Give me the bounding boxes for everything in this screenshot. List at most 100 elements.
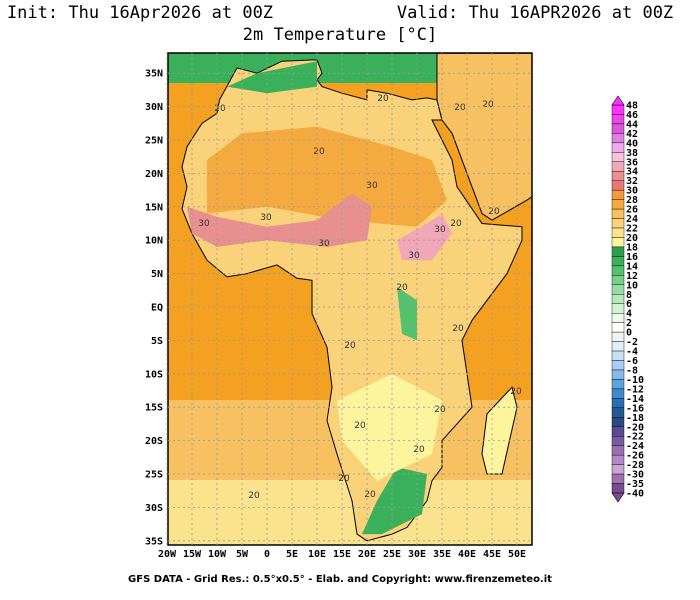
colorbar-swatch	[611, 227, 625, 238]
lat-tick-label: 25N	[145, 136, 163, 147]
colorbar-label: 0	[626, 328, 632, 339]
colorbar-label: -12	[626, 384, 644, 395]
colorbar-label: -20	[626, 422, 644, 433]
colorbar-swatch	[611, 454, 625, 465]
lat-tick-label: 35S	[145, 536, 163, 547]
colorbar-label: -4	[626, 347, 638, 358]
lon-tick-label: 40E	[458, 549, 476, 560]
colorbar-swatch	[611, 464, 625, 475]
colorbar-label: -10	[626, 375, 644, 386]
colorbar-swatch	[611, 284, 625, 295]
colorbar-label: 20	[626, 233, 638, 244]
lon-tick-label: 30E	[408, 549, 426, 560]
sahara-hot	[207, 126, 447, 227]
colorbar-label: -22	[626, 432, 644, 443]
colorbar-label: -40	[626, 489, 644, 500]
colorbar-swatch	[611, 275, 625, 286]
lat-tick-label: 30N	[145, 102, 163, 113]
colorbar-swatch	[611, 180, 625, 191]
lat-tick-label: 30S	[145, 503, 163, 514]
lon-tick-label: 0	[264, 549, 270, 560]
colorbar-swatch	[611, 322, 625, 333]
colorbar-label: 12	[626, 271, 638, 282]
lon-tick-label: 45E	[483, 549, 501, 560]
colorbar-swatch	[611, 473, 625, 484]
ticks: 20W 15W 10W 5W 0 5E 10E 15E 20E 25E 30E 35E 40E 45E 50…	[145, 69, 526, 560]
colorbar-swatch	[611, 445, 625, 456]
colorbar-swatch	[611, 426, 625, 437]
colorbar-swatch	[611, 142, 625, 153]
colorbar-swatch	[611, 189, 625, 200]
colorbar-label: 2	[626, 318, 632, 329]
colorbar-swatch	[611, 417, 625, 427]
lon-tick-label: 50E	[508, 549, 526, 560]
contour-label: 20	[248, 491, 260, 501]
colorbar-label: 16	[626, 252, 638, 263]
colorbar-label: 26	[626, 205, 638, 216]
colorbar-label: 22	[626, 224, 638, 235]
colorbar-label: 6	[626, 299, 632, 310]
colorbar-label: 18	[626, 242, 638, 253]
colorbar-swatch	[611, 350, 625, 361]
map-title: 2m Temperature [°C]	[243, 25, 437, 45]
contour-label: 30	[366, 181, 378, 191]
colorbar-label: -6	[626, 356, 638, 367]
colorbar-label: 4	[626, 309, 632, 320]
colorbar-swatch	[611, 123, 625, 134]
ethiopia-hot	[397, 213, 452, 261]
colorbar-swatch	[611, 436, 625, 446]
colorbar-label: -8	[626, 365, 638, 376]
lat-tick-label: 35N	[145, 69, 163, 80]
colorbar-label: 42	[626, 129, 638, 140]
lon-tick-label: 10E	[308, 549, 326, 560]
contour-label: 20	[452, 324, 464, 334]
colorbar-swatch	[611, 341, 625, 352]
lat-tick-label: 10S	[145, 369, 163, 380]
footer: GFS DATA - Grid Res.: 0.5°x0.5° - Elab. …	[128, 574, 552, 585]
south-green	[362, 467, 427, 535]
graticule	[166, 53, 532, 545]
colorbar-label: 30	[626, 186, 638, 197]
contour-label: 30	[198, 219, 210, 229]
contour-label: 20	[313, 147, 325, 157]
contour-label: 20	[354, 421, 366, 431]
colorbar-label: -35	[626, 479, 644, 490]
lat-tick-label: 15S	[145, 403, 163, 414]
colorbar-swatch	[611, 114, 625, 125]
colorbar-swatch	[611, 208, 625, 219]
colorbar-label: 48	[626, 101, 638, 112]
colorbar-label: -2	[626, 337, 638, 348]
lat-tick-label: EQ	[151, 303, 163, 314]
lon-tick-label: 5E	[286, 549, 298, 560]
contour-label: 30	[260, 213, 272, 223]
lon-tick-label: 35E	[433, 549, 451, 560]
lon-tick-label: 5W	[236, 549, 249, 560]
madagascar	[481, 386, 518, 475]
lon-tick-label: 15E	[333, 549, 351, 560]
colorbar-label: -28	[626, 460, 644, 471]
colorbar-swatch	[611, 218, 625, 229]
init-text: Init: Thu 16Apr2026 at 00Z	[7, 3, 273, 23]
contour-label: 30	[318, 239, 330, 249]
colorbar-label: 8	[626, 290, 632, 301]
colorbar-label: -14	[626, 394, 644, 405]
land	[181, 53, 532, 542]
colorbar-label: 10	[626, 280, 638, 291]
colorbar-swatch	[611, 388, 625, 399]
contour-label: 20	[482, 100, 494, 110]
lat-tick-label: 20S	[145, 436, 163, 447]
colorbar-swatch	[611, 294, 625, 304]
contour-label: 30	[434, 225, 446, 235]
map-area: 20 20 20 20 20 20 20 20 20 20 20 20 20 20 20 20 20 30 30 30…	[168, 53, 532, 545]
colorbar-label: 14	[626, 261, 638, 272]
contour-label: 20	[338, 474, 350, 484]
colorbar-swatch	[611, 303, 625, 314]
lon-tick-label: 25E	[383, 549, 401, 560]
contour-label: 20	[454, 103, 466, 113]
lon-tick-label: 10W	[208, 549, 227, 560]
colorbar-swatch	[611, 237, 625, 248]
colorbar-swatch	[611, 265, 625, 276]
colorbar-swatch	[611, 152, 625, 162]
lat-tick-label: 15N	[145, 202, 163, 213]
